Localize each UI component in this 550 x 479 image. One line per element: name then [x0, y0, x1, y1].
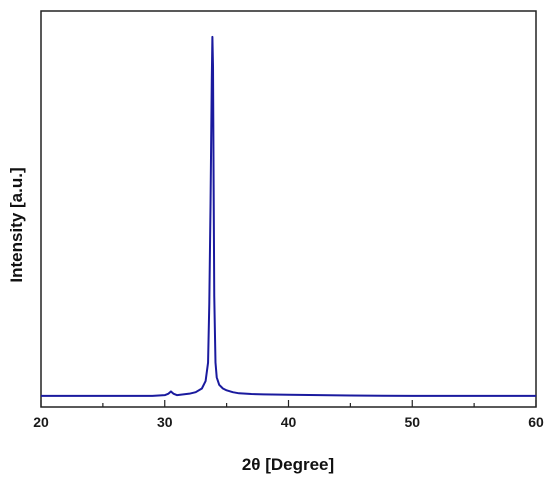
series-layer: [41, 35, 536, 397]
plot-frame: [40, 10, 537, 408]
series-line-0: [41, 35, 536, 397]
x-axis-tick-labels: 20 30 40 50 60: [33, 414, 544, 430]
x-tick-label: 50: [404, 414, 420, 430]
y-axis-title: Intensity [a.u.]: [7, 167, 26, 282]
x-tick-label: 30: [157, 414, 173, 430]
x-axis-title: 2θ [Degree]: [242, 455, 334, 474]
x-tick-label: 60: [528, 414, 544, 430]
x-axis-ticks: [40, 400, 537, 407]
x-tick-label: 40: [281, 414, 297, 430]
x-tick-label: 20: [33, 414, 49, 430]
